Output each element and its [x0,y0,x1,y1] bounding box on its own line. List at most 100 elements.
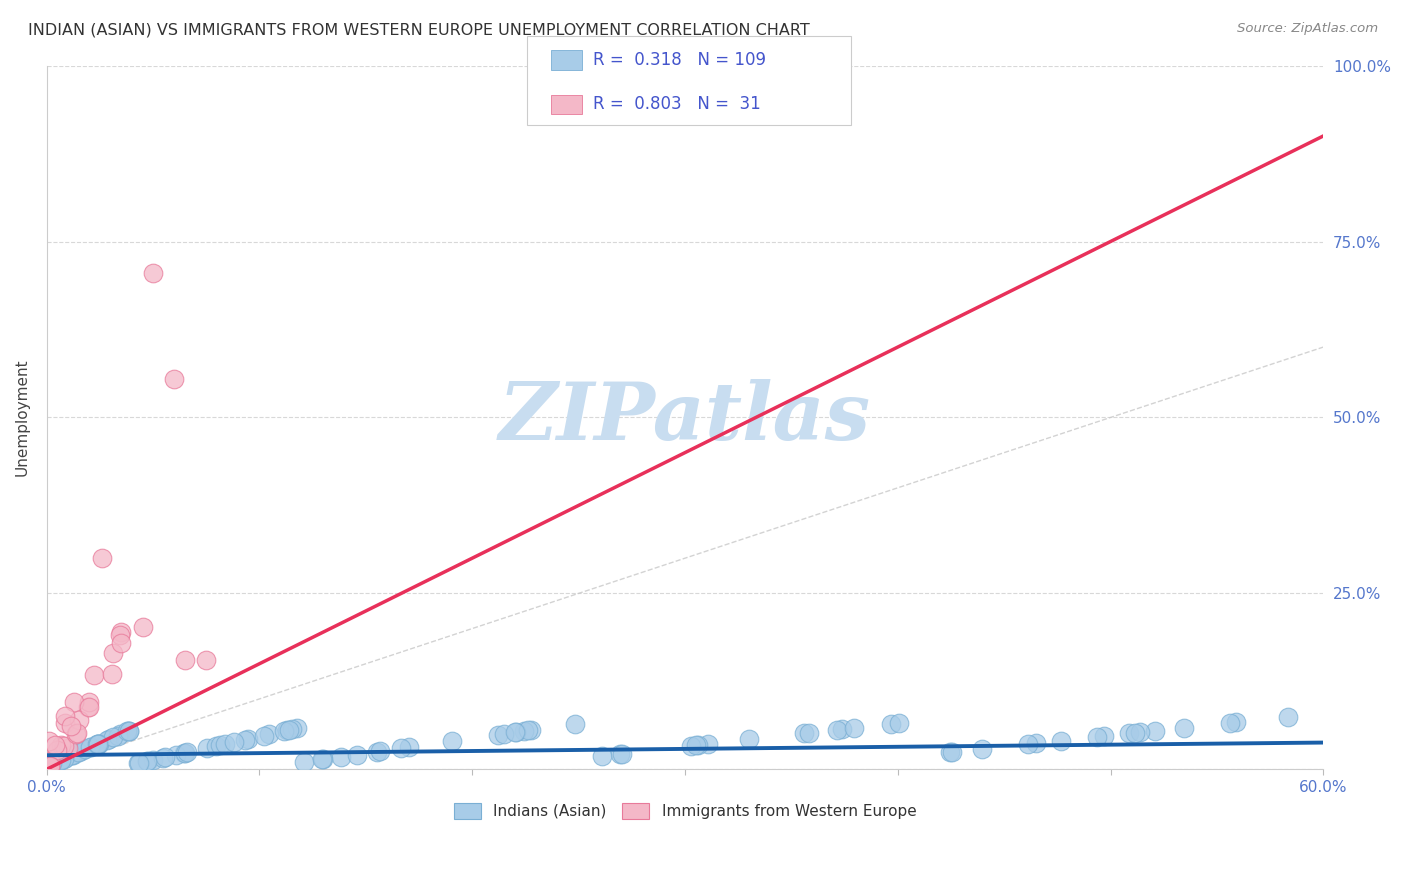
Point [53,751,76,765]
Point [610,747,633,761]
Point [880,716,903,731]
Point [67,745,90,759]
Point [75,742,97,756]
Point [492,727,515,741]
Point [41,756,63,771]
Point [86,737,108,751]
Point [79,740,101,755]
Point [80,739,103,754]
Point [285,721,308,735]
Point [486,728,509,742]
Point [108,628,131,642]
Point [128,756,150,770]
Point [41,756,63,771]
Point [1219,715,1241,730]
Text: ZIPatlas: ZIPatlas [499,379,872,456]
Point [233,732,256,747]
Point [97,732,120,747]
Point [38,733,60,747]
Point [60,748,83,763]
Point [44,739,66,753]
Point [163,372,186,386]
Point [520,723,543,737]
Point [889,715,911,730]
Point [1129,725,1152,739]
Point [1277,710,1299,724]
Point [118,723,141,738]
Point [152,750,174,764]
Point [91,551,114,566]
Point [1087,730,1109,744]
Point [1092,729,1115,743]
Point [277,723,299,737]
Point [87,737,110,751]
Point [513,723,536,738]
Point [1049,733,1071,747]
Point [48,754,70,768]
Point [214,737,236,751]
Point [970,742,993,756]
Point [66,746,89,760]
Point [165,747,187,762]
Point [87,737,110,751]
Point [77,700,100,714]
Point [609,747,631,761]
Point [53,709,76,723]
Text: R =  0.803   N =  31: R = 0.803 N = 31 [593,95,761,113]
Point [51,752,73,766]
Point [117,724,139,739]
Point [37,758,59,772]
Point [591,748,613,763]
Point [685,739,707,753]
Point [103,646,125,660]
Point [205,739,228,753]
Point [831,722,853,736]
Point [292,755,315,769]
Point [110,625,132,640]
Point [96,733,118,747]
Point [59,719,82,733]
Point [127,756,149,771]
Point [273,724,295,739]
Legend: Indians (Asian), Immigrants from Western Europe: Indians (Asian), Immigrants from Western… [447,797,922,825]
Point [49,753,72,767]
Point [688,738,710,752]
Point [87,737,110,751]
Point [110,636,132,650]
Point [505,725,527,739]
Point [366,745,388,759]
Point [1123,726,1146,740]
Point [195,741,218,756]
Point [141,753,163,767]
Point [311,752,333,766]
Point [173,746,195,760]
Point [53,739,76,754]
Point [72,743,94,757]
Y-axis label: Unemployment: Unemployment [15,359,30,476]
Point [49,753,72,767]
Point [63,695,86,709]
Point [1118,726,1140,740]
Point [280,723,302,737]
Point [135,754,157,768]
Text: INDIAN (ASIAN) VS IMMIGRANTS FROM WESTERN EUROPE UNEMPLOYMENT CORRELATION CHART: INDIAN (ASIAN) VS IMMIGRANTS FROM WESTER… [28,22,810,37]
Point [939,746,962,760]
Point [259,727,281,741]
Point [564,716,586,731]
Point [346,747,368,762]
Point [173,746,195,760]
Point [56,740,79,755]
Point [46,742,69,756]
Point [398,740,420,755]
Point [142,266,165,280]
Point [505,725,527,739]
Point [842,721,865,735]
Point [1225,715,1247,730]
Point [1144,723,1167,738]
Point [176,746,198,760]
Point [1173,721,1195,735]
Point [53,715,76,730]
Point [51,739,73,753]
Point [118,723,141,738]
Point [100,666,122,681]
